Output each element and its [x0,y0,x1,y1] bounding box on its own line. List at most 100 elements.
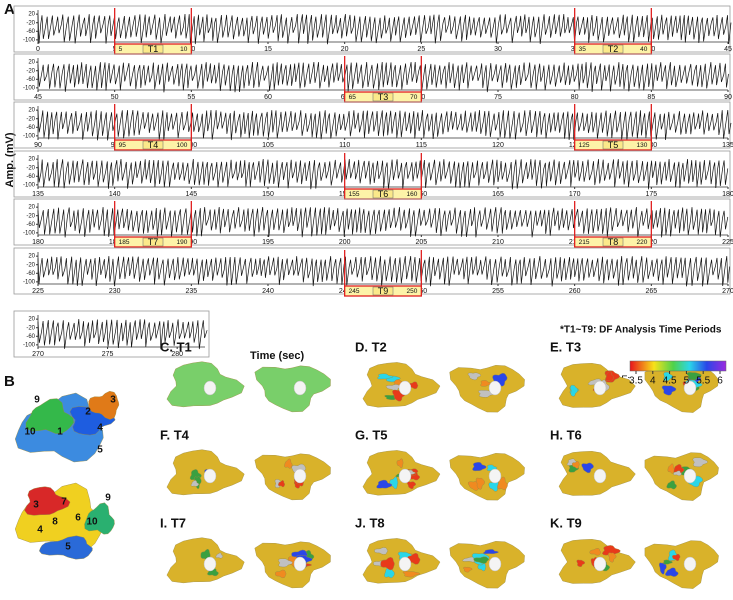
valve [398,556,412,572]
colorbar [629,360,727,372]
x-tick-label: 260 [569,288,581,295]
y-tick-label: -100 [23,85,36,91]
df-patch [570,384,579,397]
colorbar-tick-label: 5 [684,376,690,387]
segment-label: 4 [37,525,43,536]
window-name-box [372,286,394,296]
segment-label: 9 [34,395,40,406]
window-name-box [142,237,164,247]
y-axis-label: Amp. (mV) [4,132,16,187]
segment-label: 5 [65,542,71,553]
x-tick-label: 135 [722,142,733,149]
df-patch [278,558,293,568]
y-tick-label: 20 [28,205,35,211]
y-tick-label: -20 [26,20,35,26]
window-name: T1 [148,44,159,54]
heart-region [39,535,93,560]
y-tick-label: -100 [23,37,36,43]
y-tick-label: -100 [23,279,36,285]
map-title: G. T5 [355,427,388,442]
df-patch [581,462,594,474]
window-name: T7 [148,237,159,247]
valve [203,468,217,484]
y-tick-label: -60 [26,29,35,35]
x-tick-label: 140 [109,191,121,198]
x-tick-label: 200 [339,239,351,246]
y-tick-label: -100 [23,182,36,188]
y-tick-label: 20 [28,254,35,260]
window-name-box [372,92,394,102]
df-patch [492,372,508,387]
x-tick-label: 205 [415,239,427,246]
df-patch [605,371,614,382]
x-tick-label: 270 [722,288,733,295]
df-patch [480,380,492,387]
y-tick-label: -20 [26,116,35,122]
valve [593,468,607,484]
y-tick-label: 20 [28,108,35,114]
colorbar-tick-label: 4.5 [663,376,677,387]
df-map [449,541,525,589]
x-tick-label: 270 [32,351,44,358]
df-patch [686,372,702,381]
df-patch [473,556,489,564]
x-tick-label: 0 [36,46,40,53]
x-axis-label: Time (sec) [250,350,305,362]
map-title: D. T2 [355,339,387,354]
segment-label: 8 [52,517,58,528]
valve [488,380,502,396]
df-patch [475,477,485,490]
egm-trace [37,318,208,350]
df-patch [482,549,499,555]
window-start-label: 35 [579,46,587,53]
x-tick-label: 165 [492,191,504,198]
y-tick-label: 20 [28,60,35,66]
segment-label: 9 [105,493,111,504]
y-tick-label: -20 [26,68,35,74]
x-tick-label: 230 [109,288,121,295]
x-tick-label: 180 [32,239,44,246]
panel-label: B [4,373,15,390]
df-map [644,364,719,413]
map-title: I. T7 [160,515,186,530]
window-name: T3 [378,92,389,102]
window-name-box [602,140,624,150]
x-tick-label: 110 [339,142,350,149]
window-end-label: 70 [410,94,418,101]
window-name-box [602,237,624,247]
egm-trace [37,206,729,238]
segment-label: 5 [97,445,103,456]
window-name: T2 [608,44,619,54]
map-title: H. T6 [550,427,582,442]
df-patch [463,566,473,573]
df-patch [673,470,682,477]
window-name: T9 [378,286,389,296]
y-tick-label: 20 [28,317,35,323]
map-title: E. T3 [550,339,581,354]
df-patch [607,552,617,563]
df-patch [406,481,416,490]
heart-region [84,502,115,535]
df-patch [662,559,673,565]
y-tick-label: -60 [26,222,35,228]
df-map [254,365,331,413]
map-title: C. T1 [160,339,192,354]
segment-label: 4 [97,423,103,434]
x-tick-label: 45 [34,94,42,101]
x-tick-label: 90 [34,142,42,149]
window-name: T5 [608,140,619,150]
df-patch [376,479,393,489]
window-start-label: 125 [579,142,590,149]
valve [683,468,697,484]
window-start-label: 215 [579,239,590,246]
egm-trace [37,158,729,190]
strip-frame [13,101,731,149]
window-start-label: 65 [349,94,357,101]
valve [293,468,307,484]
window-start-label: 155 [349,191,360,198]
x-tick-label: 150 [262,191,274,198]
x-tick-label: 85 [647,94,655,101]
df-patch [402,571,421,578]
y-tick-label: -60 [26,271,35,277]
window-end-label: 160 [406,191,417,198]
